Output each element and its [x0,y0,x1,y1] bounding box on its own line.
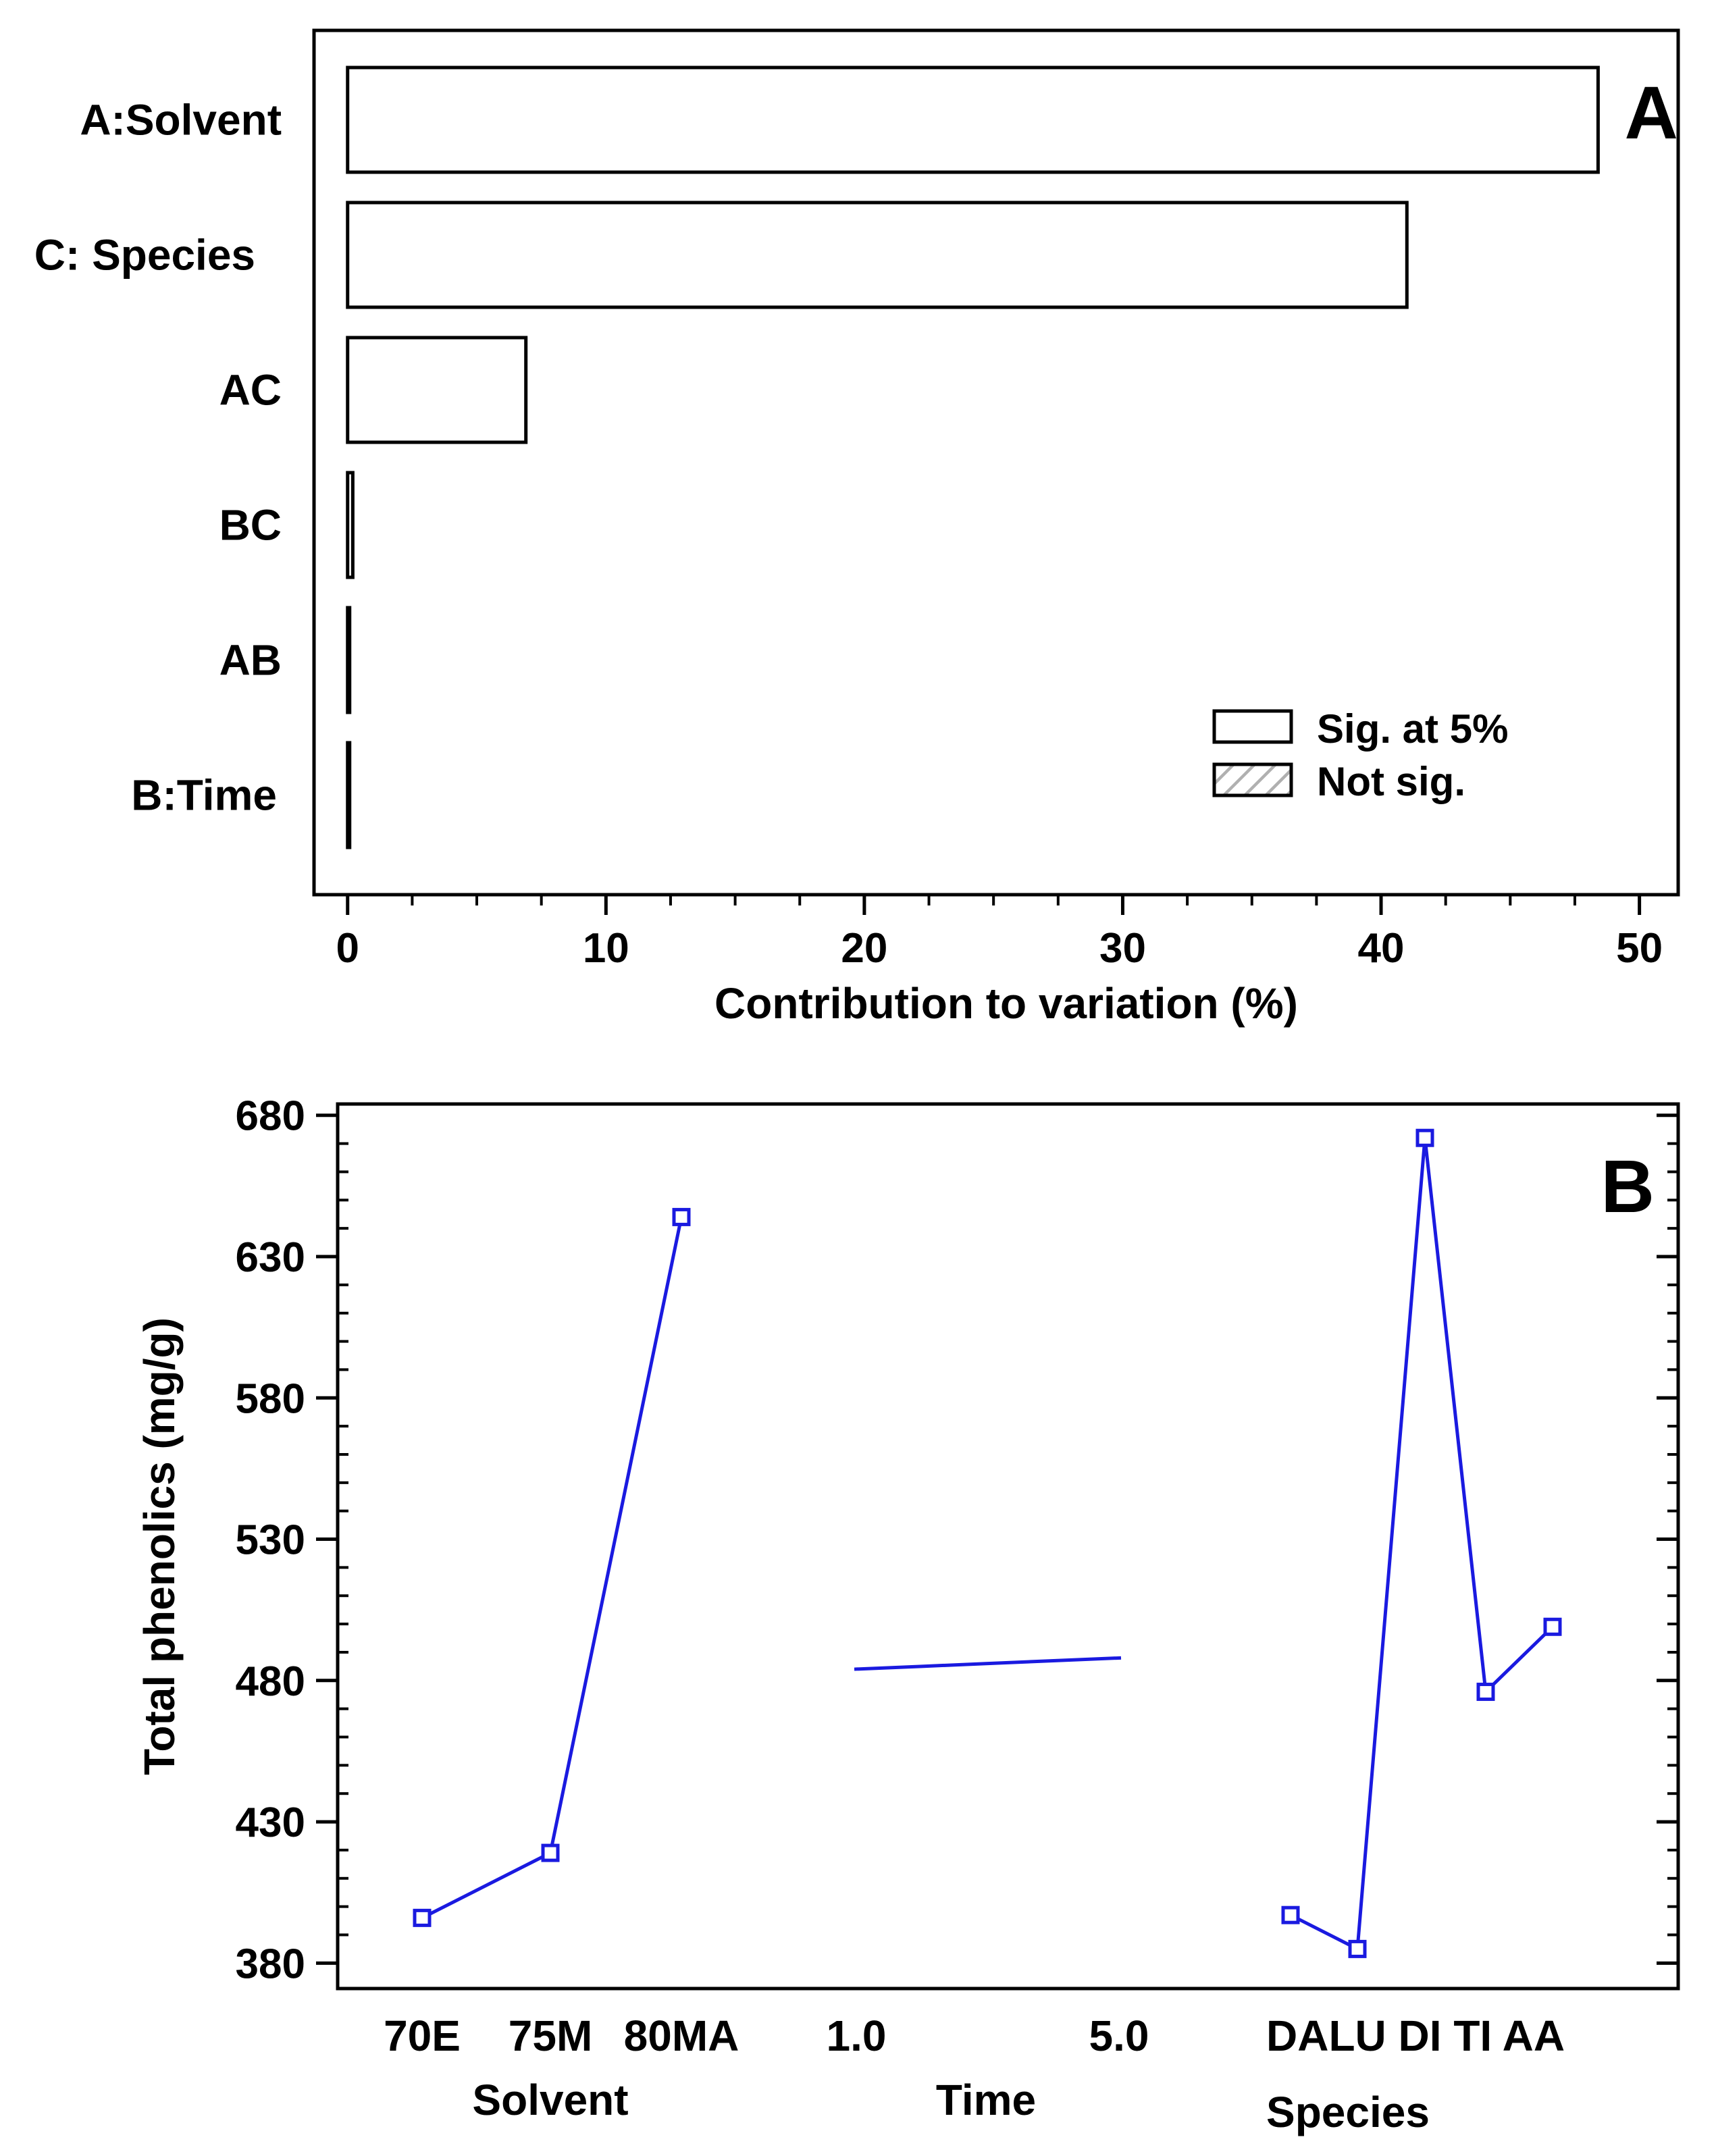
x-tick-label-a-40: 40 [1358,925,1405,972]
category-labels-a: A:Solvent C: Species AC BC AB B:Time [34,96,282,820]
line-species [1289,1136,1554,1951]
x-tick-label-a-30: 30 [1099,925,1146,972]
series-solvent [413,1207,691,1927]
solvent-tick-70e: 70E [384,2012,461,2060]
category-label-c-species: C: Species [34,231,255,280]
x-tick-label-a-0: 0 [336,925,359,972]
chart-b: 380 430 480 530 580 630 680 Total phenolics (m… [135,1093,1680,2136]
species-axis-title: Species [1266,2088,1430,2136]
line-solvent [421,1216,683,1920]
species-ticks: DALU DI TI AA [1266,2012,1565,2060]
point-solvent-75m [541,1843,560,1862]
legend-swatch-sig [1212,709,1293,744]
bar-b-time [346,741,352,849]
time-tick-start: 1.0 [827,2012,887,2060]
series-species [1281,1128,1562,1958]
x-tick-label-a-20: 20 [841,925,887,972]
y-tick-label-b-580: 580 [236,1375,305,1422]
point-solvent-70e [413,1908,432,1927]
solvent-tick-75m: 75M [509,2012,593,2060]
legend-label-not-sig: Not sig. [1317,759,1465,804]
time-tick-end: 5.0 [1089,2012,1149,2060]
bar-bc [346,471,355,579]
bars-a [346,65,1600,849]
category-label-ab: AB [219,636,282,685]
chart-a: A:Solvent C: Species AC BC AB B:Time 0 10 20 30 4… [34,28,1680,1028]
category-label-bc: BC [219,501,282,550]
bar-ac [346,336,528,444]
y-axis-title-b: Total phenolics (mg/g) [135,1317,184,1775]
bar-a-solvent [346,65,1600,174]
y-tick-label-b-530: 530 [236,1517,305,1564]
time-axis-title: Time [936,2076,1036,2124]
x-axis-title-a: Contribution to variation (%) [714,979,1298,1028]
legend-a: Sig. at 5% Not sig. [1212,706,1508,804]
legend-label-sig: Sig. at 5% [1317,706,1508,752]
solvent-tick-80ma: 80MA [624,2012,739,2060]
category-label-b-time: B:Time [131,771,277,820]
x-tick-label-a-50: 50 [1616,925,1663,972]
point-species-di [1415,1128,1434,1147]
y-tick-label-b-680: 680 [236,1093,305,1140]
series-time [854,1656,1122,1671]
plot-frame-b [336,1102,1680,1991]
plot-frame-a [312,28,1680,897]
x-axis-a: 0 10 20 30 40 50 [336,895,1663,972]
minor-ticks-b [338,1142,1678,1937]
point-species-aa [1543,1617,1562,1636]
y-tick-label-b-480: 480 [236,1658,305,1705]
point-species-lu [1348,1939,1367,1958]
legend-swatch-not-sig [1212,762,1293,797]
point-solvent-80ma [672,1207,691,1226]
point-species-da [1281,1905,1300,1924]
x-tick-label-a-10: 10 [583,925,629,972]
y-tick-label-b-630: 630 [236,1234,305,1281]
y-tick-label-b-380: 380 [236,1941,305,1987]
category-label-a-solvent: A:Solvent [80,96,282,144]
y-axis-b: 380 430 480 530 580 630 680 [236,1093,1678,1987]
bar-c-species [346,201,1409,309]
bar-ab [346,606,352,714]
series-b [413,1128,1562,1958]
category-label-ac: AC [219,366,282,415]
panel-label-a: A [1625,72,1678,155]
solvent-axis-title: Solvent [472,2076,628,2124]
panel-label-b: B [1601,1145,1655,1228]
point-species-ti [1476,1683,1495,1702]
y-tick-label-b-430: 430 [236,1799,305,1846]
line-time [854,1656,1122,1671]
